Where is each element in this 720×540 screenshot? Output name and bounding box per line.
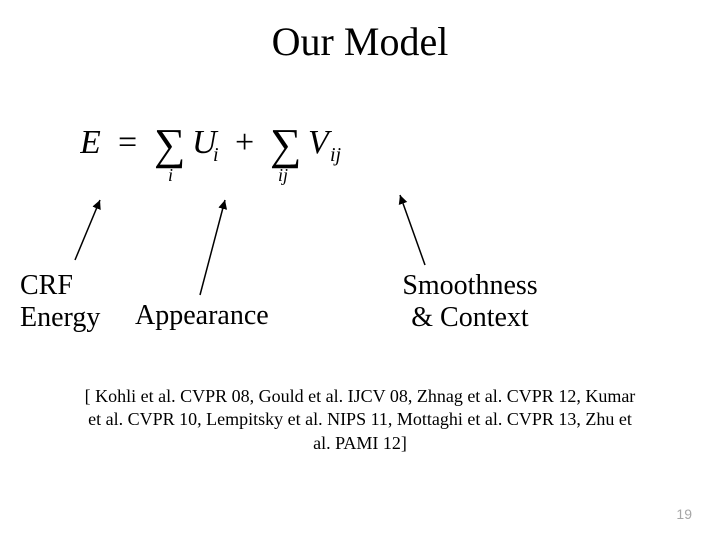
arrow-to-E	[75, 200, 100, 260]
label-smoothness-line2: & Context	[411, 302, 528, 333]
label-smoothness-line1: Smoothness	[402, 270, 537, 301]
page-number: 19	[676, 506, 692, 522]
arrow-to-Ui	[200, 200, 225, 295]
label-smoothness-context: Smoothness & Context	[370, 270, 570, 334]
slide: Our Model E = ∑ i U i + ∑ ij V ij	[0, 0, 720, 540]
label-crf-line1: CRF	[20, 270, 73, 301]
label-appearance: Appearance	[135, 300, 305, 332]
label-crf-line2: Energy	[20, 302, 100, 333]
arrow-to-Vij	[400, 195, 425, 265]
label-crf-energy: CRF Energy	[20, 270, 140, 334]
citations-text: [ Kohli et al. CVPR 08, Gould et al. IJC…	[80, 385, 640, 455]
